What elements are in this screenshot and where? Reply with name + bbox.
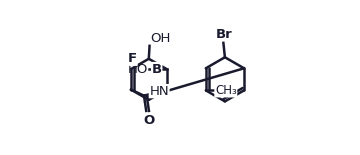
Text: B: B [152,63,162,75]
Text: OH: OH [150,32,171,45]
Text: O: O [143,114,154,127]
Text: HN: HN [149,85,169,98]
Text: F: F [128,52,137,65]
Text: Br: Br [216,27,233,40]
Text: CH₃: CH₃ [215,84,237,97]
Text: HO: HO [128,63,148,75]
